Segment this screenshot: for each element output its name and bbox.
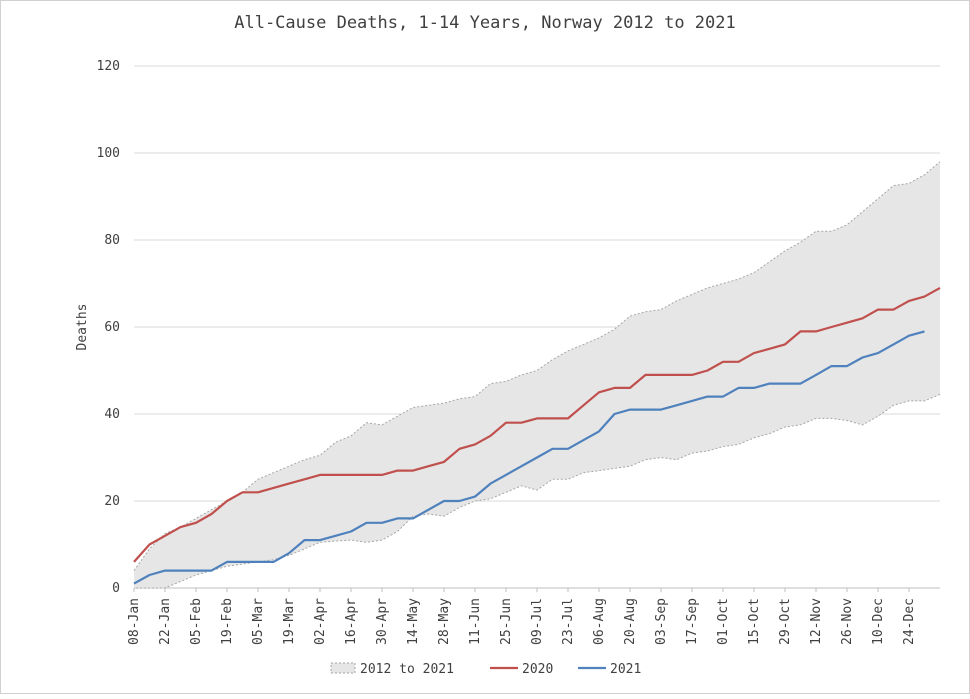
x-tick-label: 08-Jan	[127, 598, 142, 645]
y-tick-label: 40	[104, 407, 120, 422]
x-tick-label: 09-Jul	[530, 598, 545, 645]
x-tick-label: 01-Oct	[716, 598, 731, 645]
band-lower-edge	[134, 393, 941, 589]
x-tick-label: 16-Apr	[344, 598, 359, 645]
chart-title: All-Cause Deaths, 1-14 Years, Norway 201…	[234, 13, 736, 33]
x-axis-ticks: 08-Jan 22-Jan 05-Feb 19-Feb 05-Mar 19-Mar 02-A…	[127, 588, 917, 645]
x-tick-label: 29-Oct	[778, 598, 793, 645]
x-tick-label: 17-Sep	[685, 598, 700, 645]
x-tick-label: 05-Feb	[189, 598, 204, 645]
y-axis-ticks: 0 20 40 60 80 100 120	[97, 59, 120, 596]
y-tick-label: 80	[104, 233, 120, 248]
x-tick-label: 25-Jun	[499, 598, 514, 645]
y-tick-label: 0	[112, 581, 120, 596]
x-tick-label: 30-Apr	[375, 598, 390, 645]
band-layer	[133, 161, 941, 589]
x-tick-label: 26-Nov	[840, 598, 855, 645]
x-tick-label: 19-Feb	[220, 598, 235, 645]
legend-label-band: 2012 to 2021	[360, 662, 454, 677]
y-tick-label: 120	[97, 59, 120, 74]
x-tick-label: 12-Nov	[809, 598, 824, 645]
x-tick-label: 19-Mar	[282, 598, 297, 645]
legend: 2012 to 2021 2020 2021	[330, 662, 641, 677]
x-tick-label: 28-May	[437, 598, 452, 645]
y-axis-title: Deaths	[75, 304, 90, 351]
x-tick-label: 06-Aug	[592, 598, 607, 645]
legend-label-2021: 2021	[610, 662, 641, 677]
band-area	[134, 161, 940, 588]
x-tick-label: 11-Jun	[468, 598, 483, 645]
y-tick-label: 20	[104, 494, 120, 509]
x-tick-label: 24-Dec	[902, 598, 917, 645]
x-tick-label: 15-Oct	[747, 598, 762, 645]
x-tick-label: 14-May	[406, 598, 421, 645]
x-tick-label: 05-Mar	[251, 598, 266, 645]
series-line-2021	[133, 330, 925, 585]
x-tick-label: 02-Apr	[313, 598, 328, 645]
legend-label-2020: 2020	[522, 662, 553, 677]
y-tick-label: 100	[97, 146, 120, 161]
x-tick-label: 23-Jul	[561, 598, 576, 645]
x-tick-label: 03-Sep	[654, 598, 669, 645]
legend-swatch-band	[330, 662, 356, 674]
x-tick-label: 10-Dec	[871, 598, 886, 645]
series-layer	[133, 286, 941, 585]
x-tick-label: 22-Jan	[158, 598, 173, 645]
series-line-2020	[133, 286, 941, 563]
x-tick-label: 20-Aug	[623, 598, 638, 645]
y-tick-label: 60	[104, 320, 120, 335]
